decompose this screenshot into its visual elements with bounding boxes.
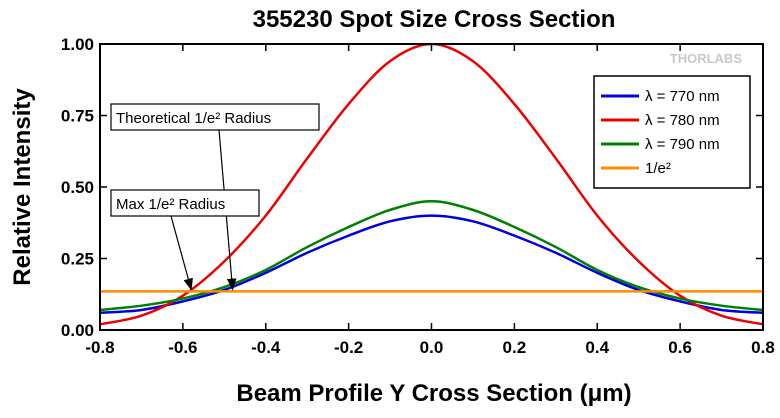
y-tick-label: 0.75 <box>61 107 94 126</box>
annotation-label: Theoretical 1/e² Radius <box>116 110 271 127</box>
annotations: Theoretical 1/e² Radius Max 1/e² Radius <box>110 103 320 291</box>
y-tick-label: 1.00 <box>61 35 94 54</box>
x-tick-label: -0.8 <box>85 338 114 357</box>
series-line-1 <box>100 44 763 326</box>
x-tick-label: -0.2 <box>334 338 363 357</box>
series-line-0 <box>100 214 763 315</box>
legend-label: λ = 780 nm <box>645 112 720 129</box>
series-line-2 <box>100 200 763 312</box>
annotation-box <box>110 189 260 217</box>
y-tick-label: 0.00 <box>61 321 94 340</box>
annotation-label: Max 1/e² Radius <box>116 196 225 213</box>
chart-title: 355230 Spot Size Cross Section <box>253 6 616 33</box>
x-axis-label: Beam Profile Y Cross Section (μm) <box>236 380 631 407</box>
y-axis-label: Relative Intensity <box>9 88 36 286</box>
y-tick-label: 0.25 <box>61 250 94 269</box>
y-tick-label: 0.50 <box>61 178 94 197</box>
x-tick-label: 0.8 <box>751 338 775 357</box>
thorlabs-watermark: THORLABS <box>670 51 743 66</box>
plot-layer <box>100 44 763 326</box>
x-tick-label: 0.0 <box>420 338 444 357</box>
ticks-layer: -0.8 -0.6 -0.4 -0.2 0.0 0.2 0.4 0.6 0.8 0.00 0.25 0… <box>61 35 775 357</box>
x-tick-label: -0.6 <box>168 338 197 357</box>
x-tick-label: -0.4 <box>251 338 281 357</box>
legend: λ = 770 nm λ = 780 nm λ = 790 nm 1/e² <box>593 75 751 189</box>
x-tick-label: 0.6 <box>668 338 692 357</box>
legend-label: λ = 790 nm <box>645 136 720 153</box>
x-tick-label: 0.4 <box>585 338 609 357</box>
x-tick-label: 0.2 <box>503 338 527 357</box>
annotation-box <box>110 103 320 131</box>
legend-label: 1/e² <box>645 160 671 177</box>
legend-label: λ = 770 nm <box>645 88 720 105</box>
annotation-arrow <box>170 215 193 291</box>
